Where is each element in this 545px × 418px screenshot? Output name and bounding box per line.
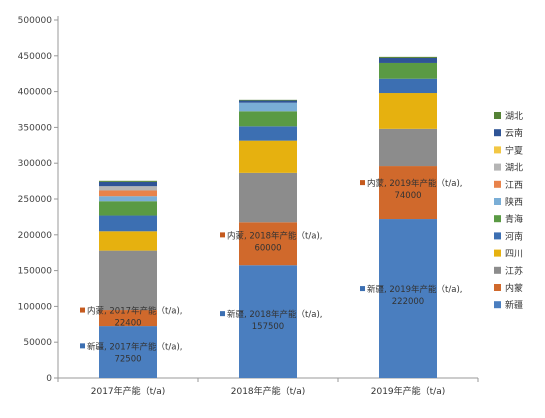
bar-segment (99, 215, 157, 232)
bar-segment (239, 102, 297, 112)
legend-swatch (494, 146, 501, 154)
bar-segment (99, 186, 157, 191)
data-label-text: 新疆, 2019年产能（t/a), (367, 284, 462, 295)
data-label-value: 72500 (114, 354, 141, 364)
bar-segment (239, 140, 297, 173)
data-label-marker (80, 343, 85, 349)
y-tick-label: 150000 (18, 267, 53, 277)
bar-segment (379, 78, 437, 94)
legend-swatch (494, 301, 501, 309)
bar-segment (99, 180, 157, 182)
y-tick-label: 500000 (18, 16, 53, 26)
data-label-text: 新疆, 2017年产能（t/a), (87, 341, 182, 352)
data-label-value: 60000 (254, 243, 281, 253)
legend-label: 新疆 (505, 299, 523, 311)
data-label-text: 内蒙, 2019年产能（t/a), (367, 178, 462, 189)
legend-swatch (494, 180, 501, 188)
x-category-label: 2018年产能（t/a) (231, 385, 306, 397)
bar-segment (99, 190, 157, 197)
y-tick-label: 350000 (18, 123, 53, 133)
bar-segment (99, 201, 157, 216)
legend-swatch (494, 284, 501, 291)
data-label-text: 内蒙, 2018年产能（t/a), (227, 230, 322, 241)
bar-segment (379, 166, 437, 220)
y-tick-label: 250000 (18, 195, 53, 205)
legend-label: 湖北 (505, 111, 523, 122)
x-category-label: 2017年产能（t/a) (91, 385, 166, 397)
data-label-text: 新疆, 2018年产能（t/a), (227, 309, 322, 320)
y-tick-label: 50000 (23, 338, 52, 348)
bar-segment (99, 231, 157, 251)
data-label-value: 222000 (392, 297, 424, 307)
legend-label: 宁夏 (505, 144, 523, 156)
bar-segment (239, 222, 297, 266)
legend-label: 四川 (505, 250, 523, 260)
bar-segment (99, 250, 157, 311)
x-category-label: 2019年产能（t/a) (371, 385, 446, 397)
bar-segment (379, 62, 437, 79)
legend-swatch (494, 232, 501, 240)
data-label-value: 74000 (394, 191, 421, 201)
legend-label: 河南 (505, 230, 523, 242)
data-label-text: 内蒙, 2017年产能（t/a), (87, 306, 182, 317)
legend-swatch (494, 198, 501, 205)
data-label-marker (80, 307, 85, 313)
legend-label: 云南 (505, 127, 523, 139)
bar-segment (99, 181, 157, 187)
legend-swatch (494, 163, 501, 171)
legend-swatch (494, 112, 501, 119)
bar-segment (99, 326, 157, 378)
y-tick-label: 400000 (18, 88, 53, 98)
bar-segment (379, 56, 437, 58)
data-label-value: 22400 (114, 319, 141, 329)
data-label-marker (220, 232, 225, 238)
legend-swatch (494, 266, 501, 274)
legend-label: 内蒙 (505, 282, 523, 294)
legend-swatch (494, 249, 501, 257)
data-label-marker (360, 286, 365, 292)
legend-swatch (494, 215, 501, 223)
bar-segment (379, 219, 437, 378)
y-tick-label: 100000 (18, 302, 53, 312)
bar-segment (239, 126, 297, 141)
legend-label: 陕西 (505, 196, 523, 208)
bar-segment (239, 172, 297, 223)
bar-segment (239, 99, 297, 101)
legend-label: 青海 (505, 213, 523, 225)
bar-segment (379, 128, 437, 167)
bar-segment (99, 310, 157, 327)
bar-segment (379, 57, 437, 63)
legend-swatch (494, 129, 501, 137)
data-label-marker (220, 311, 225, 317)
legend-label: 江西 (505, 180, 523, 191)
y-tick-label: 450000 (18, 52, 53, 62)
bar-segment (379, 93, 437, 129)
legend-label: 江苏 (505, 265, 523, 277)
bar-segment (239, 265, 297, 378)
y-tick-label: 300000 (18, 159, 53, 169)
data-label-marker (360, 180, 365, 186)
legend-label: 湖北 (505, 163, 523, 174)
bar-segment (239, 111, 297, 127)
data-label-value: 157500 (252, 322, 284, 332)
y-tick-label: 200000 (18, 231, 53, 241)
y-tick-label: 0 (46, 374, 52, 384)
bar-segment (99, 196, 157, 202)
bar-segment (239, 100, 297, 103)
